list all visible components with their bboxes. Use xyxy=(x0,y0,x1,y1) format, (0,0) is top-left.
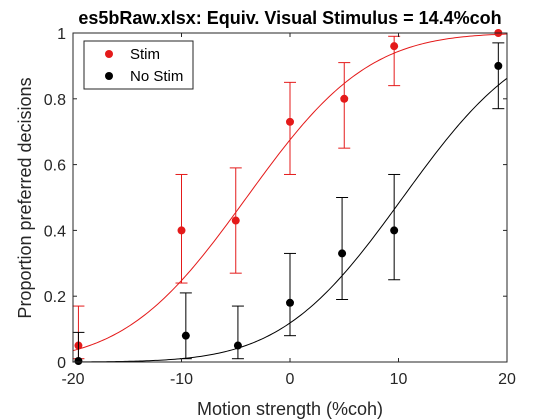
legend-marker xyxy=(105,50,113,58)
data-point xyxy=(286,117,294,126)
x-tick-label: -10 xyxy=(170,371,193,388)
data-point xyxy=(390,226,399,235)
data-point xyxy=(177,226,186,235)
y-tick-label: 0.2 xyxy=(44,289,66,306)
data-point xyxy=(231,216,240,225)
legend: Stim No Stim xyxy=(83,40,194,90)
chart-title: es5bRaw.xlsx: Equiv. Visual Stimulus = 1… xyxy=(78,8,501,28)
y-tick-label: 0 xyxy=(57,355,66,372)
legend-label: No Stim xyxy=(130,68,183,85)
y-tick-label: 1 xyxy=(57,26,66,43)
legend-box xyxy=(83,40,194,90)
data-point xyxy=(338,249,347,258)
data-point xyxy=(390,42,399,51)
y-tick-label: 0.8 xyxy=(44,92,66,109)
data-point xyxy=(494,61,503,70)
legend-label: Stim xyxy=(130,46,160,63)
data-point xyxy=(340,94,349,103)
data-point xyxy=(233,341,242,350)
x-tick-label: 20 xyxy=(498,371,516,388)
y-tick-label: 0.6 xyxy=(44,158,66,175)
data-point xyxy=(286,298,294,307)
x-tick-label: 0 xyxy=(286,371,295,388)
data-point xyxy=(74,357,83,366)
legend-marker xyxy=(105,72,113,80)
x-axis-label: Motion strength (%coh) xyxy=(197,399,383,419)
y-tick-label: 0.4 xyxy=(44,223,66,240)
data-point xyxy=(181,331,190,340)
x-tick-label: 10 xyxy=(390,371,408,388)
x-tick-label: -20 xyxy=(61,371,84,388)
series-stim xyxy=(72,29,508,360)
y-axis-label: Proportion preferred decisions xyxy=(15,77,35,318)
